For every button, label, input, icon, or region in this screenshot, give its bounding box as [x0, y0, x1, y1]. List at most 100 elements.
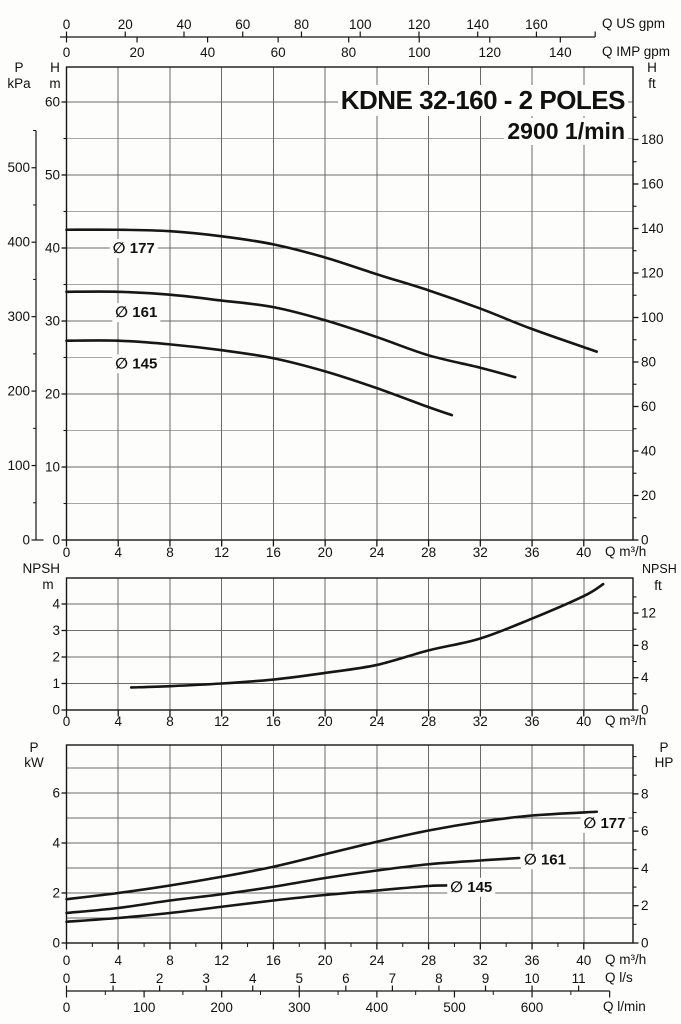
- svg-text:3: 3: [52, 623, 60, 638]
- q-imp-gpm-axis-label: Q IMP gpm: [602, 44, 671, 59]
- power-grid: [66, 745, 633, 943]
- svg-text:100: 100: [641, 310, 664, 325]
- svg-text:50: 50: [45, 168, 60, 183]
- svg-text:9: 9: [482, 971, 490, 986]
- svg-text:32: 32: [473, 953, 488, 968]
- svg-text:0: 0: [63, 971, 71, 986]
- svg-text:0: 0: [63, 714, 71, 729]
- svg-text:32: 32: [473, 714, 488, 729]
- svg-text:0: 0: [22, 533, 30, 548]
- power-bottom-axis: 0 4 8 12 16 20 24 28 32 36 40: [63, 943, 591, 968]
- svg-text:100: 100: [349, 17, 372, 32]
- svg-text:0: 0: [641, 533, 649, 548]
- page-title: KDNE 32-160 - 2 POLES: [337, 85, 628, 116]
- svg-text:8: 8: [641, 638, 649, 653]
- svg-text:12: 12: [214, 953, 229, 968]
- head-bottom-axis: 0 4 8 12 16 20 24 28 32 36 40: [63, 540, 591, 560]
- power-hp-axis-label-hp: HP: [654, 755, 674, 770]
- svg-text:2: 2: [52, 650, 60, 665]
- power-flow-axis-unit-ls: Q l/s: [605, 970, 633, 985]
- svg-text:4: 4: [641, 670, 649, 685]
- svg-text:36: 36: [525, 545, 540, 560]
- svg-text:400: 400: [7, 235, 30, 250]
- power-frame: [65, 744, 634, 944]
- npsh-axis-label-npsh: NPSH: [22, 561, 60, 576]
- svg-text:16: 16: [266, 545, 281, 560]
- svg-text:500: 500: [7, 160, 30, 175]
- pressure-axis-label-kpa: kPa: [7, 76, 31, 91]
- svg-text:10: 10: [525, 971, 540, 986]
- flow-bottom-axes: 0 1 2 3 4 5 6 7 8 9 10 11 0 100 200 300 400 500 600: [63, 971, 611, 1015]
- svg-text:16: 16: [266, 953, 281, 968]
- svg-text:8: 8: [641, 786, 649, 801]
- svg-text:140: 140: [641, 221, 664, 236]
- svg-text:0: 0: [63, 45, 71, 60]
- npsh-right-axis: 0 4 8 12: [633, 596, 656, 718]
- svg-text:80: 80: [641, 354, 656, 369]
- svg-text:100: 100: [408, 45, 431, 60]
- svg-text:0: 0: [63, 1000, 71, 1015]
- svg-text:100: 100: [7, 458, 30, 473]
- power-curve-177: ∅ 177: [65, 810, 629, 901]
- svg-text:20: 20: [130, 45, 145, 60]
- head-curve-161: ∅ 161: [65, 290, 517, 379]
- svg-text:0: 0: [63, 17, 71, 32]
- svg-text:6: 6: [641, 824, 649, 839]
- svg-text:2: 2: [52, 886, 60, 901]
- svg-text:40: 40: [576, 714, 591, 729]
- npsh-frame: [65, 577, 634, 711]
- svg-text:40: 40: [576, 545, 591, 560]
- svg-text:8: 8: [166, 714, 174, 729]
- svg-text:120: 120: [408, 17, 431, 32]
- svg-text:20: 20: [641, 488, 656, 503]
- npsh-ft-axis-label-ft: ft: [654, 578, 662, 593]
- power-axis-label-kw: kW: [24, 755, 44, 770]
- svg-text:32: 32: [473, 545, 488, 560]
- npsh-bottom-axis: 0 4 8 12 16 20 24 28 32 36 40: [63, 710, 591, 729]
- svg-text:4: 4: [52, 597, 60, 612]
- svg-text:120: 120: [641, 265, 664, 280]
- svg-text:4: 4: [641, 861, 649, 876]
- power-flow-axis-unit-m3h: Q m³/h: [605, 952, 647, 967]
- svg-text:40: 40: [176, 17, 191, 32]
- svg-text:4: 4: [114, 953, 122, 968]
- npsh-left-axis: 0 1 2 3 4: [52, 597, 67, 718]
- impeller-label-161: ∅ 161: [115, 304, 157, 321]
- svg-text:0: 0: [641, 936, 649, 951]
- svg-text:20: 20: [118, 17, 133, 32]
- head-right-axis: 0 20 40 60 80 100 120 140 160 180: [633, 116, 664, 548]
- svg-text:4: 4: [249, 971, 257, 986]
- svg-text:8: 8: [435, 971, 443, 986]
- head-curve-177: ∅ 177: [65, 228, 599, 353]
- impeller-label-145: ∅ 145: [115, 355, 157, 372]
- svg-text:80: 80: [341, 45, 356, 60]
- svg-text:28: 28: [421, 714, 436, 729]
- npsh-axis-label-m: m: [42, 577, 54, 592]
- head-frame: [65, 66, 634, 541]
- svg-text:40: 40: [200, 45, 215, 60]
- svg-text:40: 40: [576, 953, 591, 968]
- svg-text:12: 12: [214, 714, 229, 729]
- svg-text:120: 120: [479, 45, 502, 60]
- head-ft-axis-label-ft: ft: [648, 76, 656, 91]
- head-curve-145: ∅ 145: [65, 339, 454, 417]
- svg-text:180: 180: [641, 132, 664, 147]
- svg-text:30: 30: [45, 314, 60, 329]
- svg-text:200: 200: [210, 1000, 233, 1015]
- svg-text:12: 12: [641, 606, 656, 621]
- svg-text:1: 1: [109, 971, 117, 986]
- impeller-label-161: ∅ 161: [524, 851, 566, 868]
- svg-text:2: 2: [156, 971, 164, 986]
- svg-text:4: 4: [52, 836, 60, 851]
- svg-text:60: 60: [45, 95, 60, 110]
- head-flow-axis-unit: Q m³/h: [605, 544, 647, 559]
- svg-text:200: 200: [7, 384, 30, 399]
- svg-text:20: 20: [318, 545, 333, 560]
- power-curve-161: ∅ 161: [65, 850, 570, 915]
- impeller-label-145: ∅ 145: [450, 879, 492, 896]
- svg-text:160: 160: [641, 176, 664, 191]
- head-ft-axis-label-h: H: [647, 60, 657, 75]
- svg-text:2: 2: [641, 898, 649, 913]
